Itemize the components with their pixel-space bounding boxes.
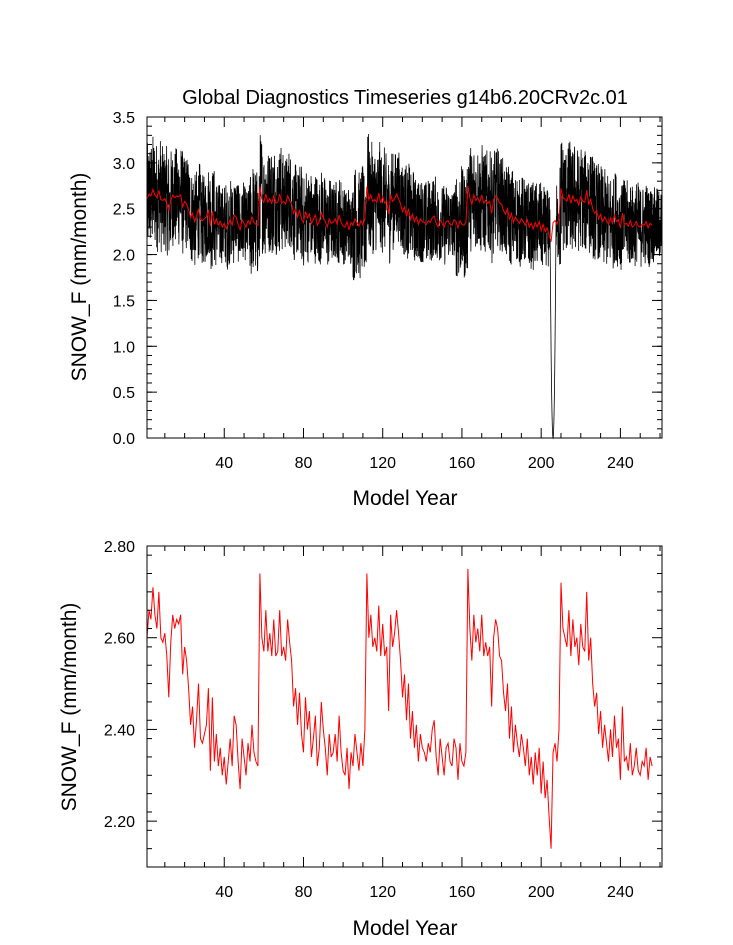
y-tick-label: 2.40 [104, 722, 135, 739]
top-monthly-series [146, 134, 663, 440]
top-annual-mean-series [146, 185, 653, 242]
y-tick-label: 2.5 [113, 202, 135, 219]
bottom-x-tick-labels: 40 80 120 160 200 240 [215, 884, 633, 901]
y-tick-label: 1.5 [113, 293, 135, 310]
x-tick-label: 200 [528, 455, 555, 472]
x-tick-label: 120 [369, 455, 396, 472]
x-tick-label: 40 [215, 455, 233, 472]
y-tick-label: 3.0 [113, 156, 135, 173]
y-tick-label: 1.0 [113, 339, 135, 356]
top-panel: Global Diagnostics Timeseries g14b6.20CR… [68, 87, 663, 510]
y-tick-label: 2.0 [113, 248, 135, 265]
monthly-line [146, 134, 663, 440]
top-plot-frame [146, 116, 663, 439]
y-tick-label: 2.20 [104, 814, 135, 831]
x-tick-label: 40 [215, 884, 233, 901]
y-tick-label: 2.80 [104, 539, 135, 556]
x-tick-label: 80 [295, 884, 313, 901]
top-x-tick-labels: 40 80 120 160 200 240 [215, 455, 633, 472]
y-tick-label: 0.5 [113, 385, 135, 402]
annual-mean-overlay-line [146, 185, 653, 242]
y-tick-label: 2.60 [104, 631, 135, 648]
bottom-ticks [147, 545, 662, 868]
bottom-plot-frame [146, 545, 663, 868]
x-tick-label: 160 [449, 455, 476, 472]
x-tick-label: 120 [369, 884, 396, 901]
bottom-annual-mean-series [146, 568, 653, 849]
top-x-axis-label: Model Year [352, 487, 457, 510]
x-tick-label: 80 [295, 455, 313, 472]
annual-mean-line [146, 568, 653, 849]
x-tick-label: 240 [607, 884, 634, 901]
top-ticks [147, 116, 662, 439]
y-tick-label: 3.5 [113, 110, 135, 127]
top-y-tick-labels: 0.0 0.5 1.0 1.5 2.0 2.5 3.0 3.5 [113, 110, 135, 448]
top-chart-title: Global Diagnostics Timeseries g14b6.20CR… [182, 87, 628, 109]
bottom-y-axis-label: SNOW_F (mm/month) [58, 603, 81, 812]
bottom-panel: 2.20 2.40 2.60 2.80 40 80 120 160 200 240 Model … [58, 539, 663, 940]
x-tick-label: 160 [449, 884, 476, 901]
x-tick-label: 240 [607, 455, 634, 472]
bottom-x-axis-label: Model Year [352, 917, 457, 940]
bottom-y-tick-labels: 2.20 2.40 2.60 2.80 [104, 539, 135, 831]
y-tick-label: 0.0 [113, 431, 135, 448]
top-y-axis-label: SNOW_F (mm/month) [68, 173, 91, 382]
x-tick-label: 200 [528, 884, 555, 901]
